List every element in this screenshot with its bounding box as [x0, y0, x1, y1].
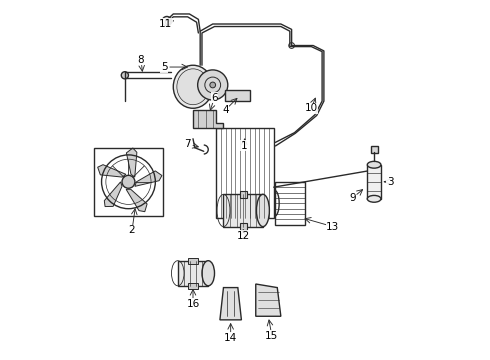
- Text: 6: 6: [211, 93, 218, 103]
- Bar: [240, 223, 247, 230]
- Text: 14: 14: [224, 333, 237, 343]
- Polygon shape: [256, 284, 281, 316]
- Text: 3: 3: [387, 177, 393, 187]
- Polygon shape: [104, 182, 122, 207]
- Circle shape: [122, 175, 135, 188]
- Polygon shape: [135, 171, 162, 186]
- Bar: [274, 182, 305, 225]
- Text: 5: 5: [161, 62, 168, 72]
- Polygon shape: [126, 189, 147, 212]
- Text: 7: 7: [184, 139, 191, 149]
- Text: 16: 16: [186, 299, 199, 309]
- Ellipse shape: [202, 261, 215, 286]
- Text: 10: 10: [305, 103, 318, 113]
- Text: 8: 8: [138, 55, 145, 65]
- Polygon shape: [220, 288, 242, 320]
- Bar: [216, 128, 274, 218]
- Polygon shape: [98, 165, 126, 177]
- Bar: [178, 261, 208, 286]
- Ellipse shape: [177, 69, 209, 105]
- Text: 13: 13: [326, 222, 340, 231]
- Bar: [368, 165, 381, 199]
- Circle shape: [122, 72, 128, 79]
- Polygon shape: [225, 90, 250, 101]
- Text: 9: 9: [349, 193, 356, 203]
- Ellipse shape: [173, 65, 213, 108]
- Polygon shape: [126, 148, 137, 177]
- Text: 15: 15: [265, 331, 278, 341]
- Polygon shape: [193, 110, 223, 128]
- Ellipse shape: [256, 194, 270, 226]
- Text: 4: 4: [222, 105, 229, 115]
- Bar: [188, 283, 198, 289]
- Text: 2: 2: [129, 225, 135, 235]
- Text: 12: 12: [237, 231, 250, 240]
- Ellipse shape: [368, 161, 381, 168]
- Bar: [370, 146, 378, 153]
- Circle shape: [210, 82, 216, 88]
- Text: 1: 1: [241, 141, 247, 151]
- Text: 11: 11: [159, 19, 172, 29]
- Bar: [223, 194, 263, 226]
- Circle shape: [197, 70, 228, 100]
- Bar: [188, 258, 198, 264]
- Bar: [240, 191, 247, 198]
- Circle shape: [166, 20, 171, 25]
- Ellipse shape: [368, 195, 381, 202]
- Circle shape: [162, 17, 171, 26]
